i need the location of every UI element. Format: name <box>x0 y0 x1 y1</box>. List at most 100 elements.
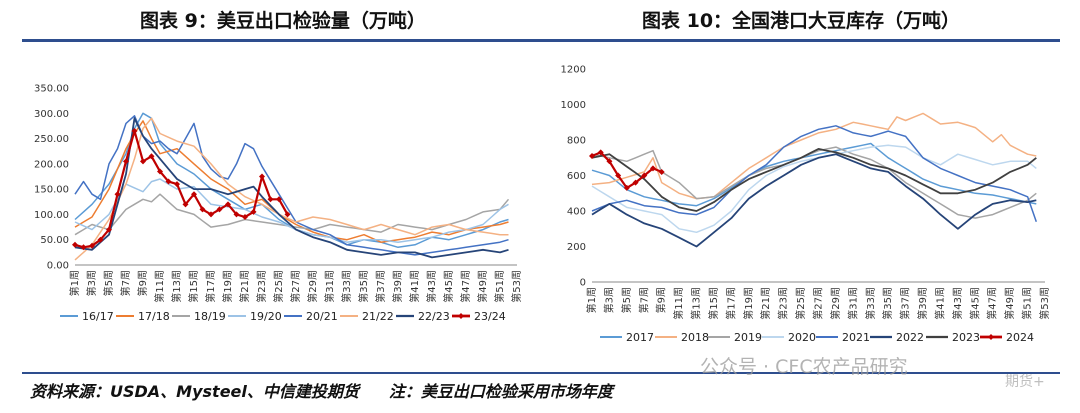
x-tick-label: 第41周 <box>408 270 421 303</box>
legend-label: 2023 <box>952 331 980 344</box>
x-tick-label: 第39周 <box>916 287 929 320</box>
chart-title-export-inspections: 图表 9：美豆出口检验量（万吨） <box>140 10 426 32</box>
x-tick-label: 第53周 <box>510 270 523 303</box>
footer-notes: 资料来源：USDA、Mysteel、中信建投期货 注：美豆出口检验采用市场年度 <box>30 378 613 402</box>
methodology-note: 注：美豆出口检验采用市场年度 <box>388 382 613 401</box>
series-line-17-18 <box>74 120 509 243</box>
series-marker <box>649 165 656 172</box>
x-tick-label: 第37周 <box>899 287 912 320</box>
x-tick-label: 第3周 <box>85 270 98 296</box>
series-marker <box>131 127 138 134</box>
y-tick-label: 50.00 <box>40 235 69 246</box>
legend-label: 2020 <box>788 331 816 344</box>
x-tick-label: 第37周 <box>374 270 387 303</box>
legend-label: 17/18 <box>138 310 170 323</box>
legend-label: 21/22 <box>362 310 394 323</box>
series-marker <box>597 149 604 156</box>
series-marker <box>199 206 206 213</box>
x-tick-label: 第35周 <box>881 287 894 320</box>
series-marker <box>276 196 282 203</box>
series-marker <box>148 153 155 160</box>
series-marker <box>123 158 129 165</box>
wechat-watermark: 公众号 · CFC农产品研究 <box>700 356 908 378</box>
x-tick-label: 第7周 <box>119 270 132 296</box>
x-tick-label: 第29周 <box>306 270 319 303</box>
series-line-2022 <box>591 153 1037 248</box>
series-line-20-21 <box>74 115 509 256</box>
legend-label: 2022 <box>896 331 924 344</box>
series-marker <box>140 158 146 165</box>
x-tick-label: 第35周 <box>357 270 370 303</box>
legend-label: 22/23 <box>418 310 450 323</box>
legend-marker <box>988 334 994 340</box>
series-marker <box>72 241 78 248</box>
series-marker <box>250 208 257 215</box>
series-marker <box>259 173 265 180</box>
legend-label: 19/20 <box>250 310 282 323</box>
y-tick-label: 1200 <box>561 65 586 76</box>
x-tick-label: 第11周 <box>672 287 685 320</box>
series-marker <box>89 242 95 249</box>
x-tick-label: 第19周 <box>742 287 755 320</box>
series-marker <box>242 213 248 220</box>
x-tick-label: 第5周 <box>102 270 115 296</box>
x-tick-label: 第23周 <box>255 270 268 303</box>
header-divider <box>22 39 1060 42</box>
series-marker <box>225 201 231 208</box>
x-tick-label: 第5周 <box>620 287 633 313</box>
x-tick-label: 第21周 <box>759 287 772 320</box>
x-tick-label: 第23周 <box>777 287 790 320</box>
x-tick-label: 第27周 <box>812 287 825 320</box>
series-marker <box>615 172 622 179</box>
series-line-2021 <box>591 125 1038 222</box>
legend-label: 16/17 <box>82 310 114 323</box>
series-marker <box>267 196 274 203</box>
x-tick-label: 第43周 <box>425 270 438 303</box>
x-tick-label: 第47周 <box>459 270 472 303</box>
series-marker <box>632 179 639 186</box>
series-marker <box>233 211 240 218</box>
legend-label: 23/24 <box>474 310 506 323</box>
y-tick-label: 200.00 <box>34 159 69 170</box>
legend-label: 2017 <box>626 331 654 344</box>
series-line-19-20 <box>74 178 509 243</box>
x-tick-label: 第49周 <box>476 270 489 303</box>
y-tick-label: 250.00 <box>34 134 69 145</box>
legend-label: 2018 <box>681 331 709 344</box>
source-note: 资料来源：USDA、Mysteel、中信建投期货 <box>30 382 359 401</box>
series-marker <box>165 178 172 185</box>
y-tick-label: 150.00 <box>34 185 69 196</box>
x-tick-label: 第49周 <box>1003 287 1016 320</box>
x-tick-label: 第31周 <box>323 270 336 303</box>
series-marker <box>106 226 112 233</box>
y-tick-label: 350.00 <box>34 84 69 95</box>
x-tick-label: 第31周 <box>846 287 859 320</box>
y-tick-label: 200 <box>567 242 586 253</box>
x-tick-label: 第3周 <box>602 287 615 313</box>
legend-label: 2019 <box>734 331 762 344</box>
chart-title-port-inventory: 图表 10：全国港口大豆库存（万吨） <box>642 10 961 32</box>
series-line-2018 <box>591 112 1037 200</box>
legend-label: 20/21 <box>306 310 338 323</box>
x-tick-label: 第25周 <box>272 270 285 303</box>
series-marker <box>589 152 595 159</box>
series-marker <box>182 201 189 208</box>
legend-label: 2024 <box>1006 331 1034 344</box>
series-marker <box>208 211 214 218</box>
x-tick-label: 第1周 <box>68 270 81 296</box>
x-tick-label: 第51周 <box>493 270 506 303</box>
x-tick-label: 第27周 <box>289 270 302 303</box>
series-marker <box>284 211 291 218</box>
series-line-2019 <box>591 146 1037 219</box>
series-marker <box>216 206 223 213</box>
y-tick-label: 1000 <box>561 100 586 111</box>
y-tick-label: 100.00 <box>34 210 69 221</box>
series-line-2023 <box>591 148 1037 212</box>
series-line-2017 <box>591 142 1037 207</box>
x-tick-label: 第25周 <box>794 287 807 320</box>
series-line-21-22 <box>74 117 509 261</box>
x-tick-label: 第13周 <box>170 270 183 303</box>
x-tick-label: 第9周 <box>136 270 149 296</box>
legend-label: 18/19 <box>194 310 226 323</box>
x-tick-label: 第15周 <box>707 287 720 320</box>
